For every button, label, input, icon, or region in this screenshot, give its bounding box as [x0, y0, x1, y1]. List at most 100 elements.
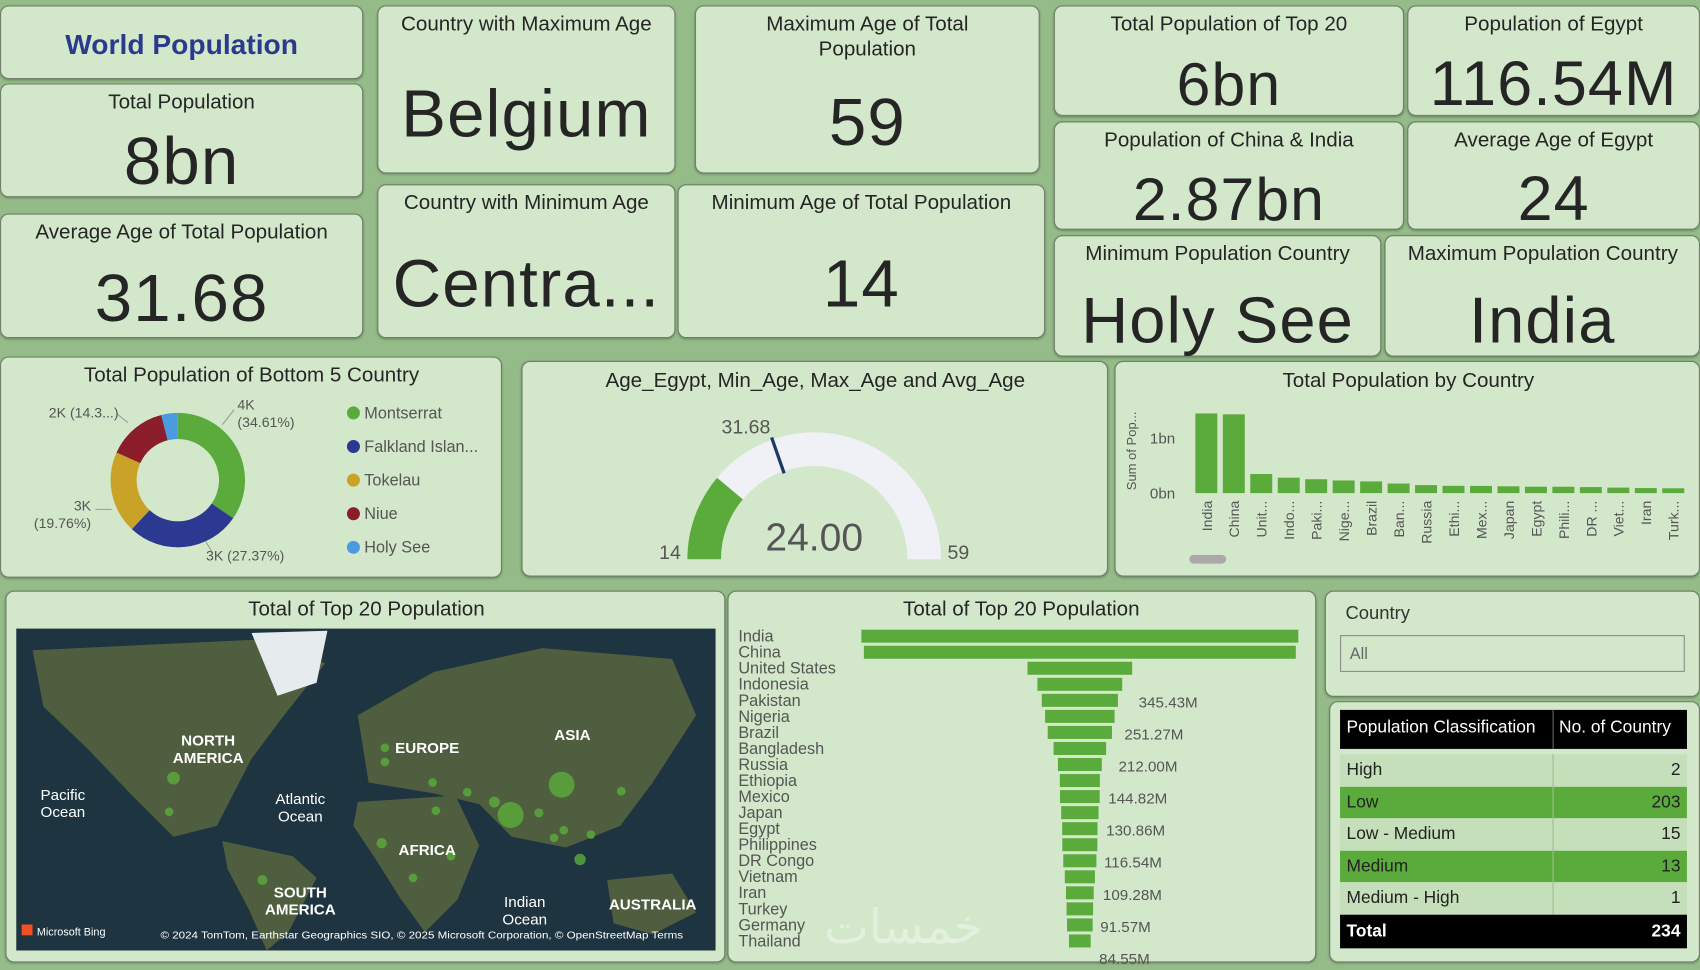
- x-tick-label: Russia: [1418, 501, 1434, 544]
- bar: [1222, 414, 1245, 494]
- column-divider: [1552, 786, 1554, 819]
- data-label: 345.43M: [1139, 694, 1198, 711]
- bar: [1360, 481, 1383, 494]
- x-tick-label: Unit...: [1254, 501, 1270, 538]
- funnel-bar: [1061, 806, 1099, 820]
- card-label: Minimum Age of Total Population: [711, 191, 1012, 215]
- leader-line: [116, 413, 129, 424]
- bar: [1524, 486, 1547, 494]
- map-bubble: [408, 873, 418, 883]
- category-label: Japan: [738, 804, 782, 822]
- table-cell: 1: [1670, 888, 1681, 908]
- y-tick-label: 0bn: [1150, 486, 1175, 503]
- card-value: India: [1468, 283, 1616, 357]
- gauge-target: [770, 436, 786, 474]
- watermark: خمسات: [823, 899, 984, 955]
- map-bubble: [164, 807, 174, 817]
- gauge-panel: [521, 360, 1109, 577]
- table-cell: Low: [1346, 792, 1379, 812]
- card-value: 24: [1517, 163, 1590, 235]
- map-bubble: [616, 786, 626, 796]
- gauge-max-label: 59: [948, 542, 970, 564]
- table-cell: Medium - High: [1346, 888, 1460, 908]
- card-value: 8bn: [123, 124, 240, 200]
- greenland: [251, 630, 328, 696]
- map-credits: © 2024 TomTom, Earthstar Geographics SIO…: [160, 931, 683, 942]
- bar: [1579, 487, 1602, 494]
- slicer-dropdown[interactable]: All: [1340, 635, 1685, 672]
- funnel-bar: [1047, 725, 1112, 739]
- map-bubble: [586, 830, 596, 839]
- map-brand: Microsoft Bing: [37, 926, 106, 938]
- data-label: 251.27M: [1124, 726, 1183, 743]
- bar: [1195, 413, 1218, 494]
- x-tick-label: DR ...: [1583, 501, 1599, 537]
- funnel-bar: [1063, 854, 1097, 868]
- gauge-min-label: 14: [659, 542, 681, 564]
- landmass: [222, 841, 317, 951]
- table-cell: 13: [1661, 856, 1681, 876]
- table-total: Total 234: [1340, 914, 1687, 948]
- card-value: 14: [822, 246, 900, 322]
- x-tick-label: Nige...: [1336, 501, 1352, 542]
- card-label: Average Age of Total Population: [35, 221, 328, 244]
- gauge-value: [687, 477, 743, 560]
- map-bubble: [497, 802, 524, 829]
- column-divider: [1552, 850, 1554, 883]
- column-divider: [1552, 754, 1554, 787]
- card-value: 31.68: [94, 260, 269, 336]
- card-label: Maximum Age of Total Population: [766, 13, 969, 61]
- category-label: Turkey: [738, 900, 788, 918]
- x-tick-label: Phili...: [1556, 501, 1572, 539]
- x-tick-label: Japan: [1501, 501, 1517, 539]
- category-label: Nigeria: [738, 708, 790, 726]
- category-label: India: [738, 628, 774, 646]
- data-label: 3K (19.76%): [33, 497, 92, 532]
- map-bubble: [559, 825, 569, 835]
- landmass: [607, 873, 697, 935]
- donut-slice: [110, 452, 150, 530]
- data-label: 84.55M: [1099, 951, 1150, 968]
- category-label: Mexico: [738, 788, 789, 806]
- table-row: Low 203: [1340, 786, 1687, 819]
- funnel-bar: [1060, 790, 1100, 804]
- kpi-card: Average Age of Egypt 24: [1407, 121, 1700, 234]
- bar: [1415, 485, 1438, 494]
- donut-slice: [161, 412, 178, 441]
- table-cell: Total: [1346, 921, 1387, 941]
- legend-label: Holy See: [364, 539, 430, 557]
- map-bubble: [534, 808, 544, 818]
- map-bubble: [488, 796, 500, 808]
- y-tick-label: 1bn: [1150, 430, 1175, 447]
- category-label: Germany: [738, 916, 806, 934]
- card-value: Holy See: [1081, 283, 1354, 357]
- column-divider: [1552, 818, 1554, 851]
- kpi-card: Country with Maximum Age Belgium: [377, 5, 676, 174]
- gauge-value-label: 24.00: [765, 517, 863, 560]
- bar: [1250, 474, 1273, 494]
- funnel-bar: [1066, 902, 1094, 916]
- chart-title: Total of Top 20 Population: [248, 598, 484, 621]
- ocean-label: Atlantic Ocean: [275, 790, 326, 825]
- x-tick-label: China: [1226, 501, 1242, 538]
- ocean-label: Pacific Ocean: [40, 785, 86, 821]
- bar: [1277, 477, 1300, 494]
- card-label: Average Age of Egypt: [1454, 128, 1654, 152]
- category-label: Philippines: [738, 836, 817, 854]
- bar: [1442, 485, 1465, 494]
- region-label: EUROPE: [395, 739, 460, 757]
- chart-title: Total Population of Bottom 5 Country: [84, 364, 420, 387]
- data-label: 109.28M: [1103, 887, 1162, 904]
- funnel-bar: [1062, 822, 1098, 836]
- category-label: DR Congo: [738, 852, 814, 870]
- x-tick-label: Turk...: [1666, 501, 1682, 540]
- kpi-card: Maximum Age of Total Population 59: [694, 5, 1040, 174]
- data-label: 212.00M: [1118, 758, 1177, 775]
- x-tick-label: India: [1199, 501, 1215, 532]
- map-bubble: [574, 853, 586, 866]
- legend-marker: [346, 507, 360, 521]
- dashboard-title: World Population: [65, 28, 298, 61]
- x-tick-label: Iran: [1638, 501, 1654, 525]
